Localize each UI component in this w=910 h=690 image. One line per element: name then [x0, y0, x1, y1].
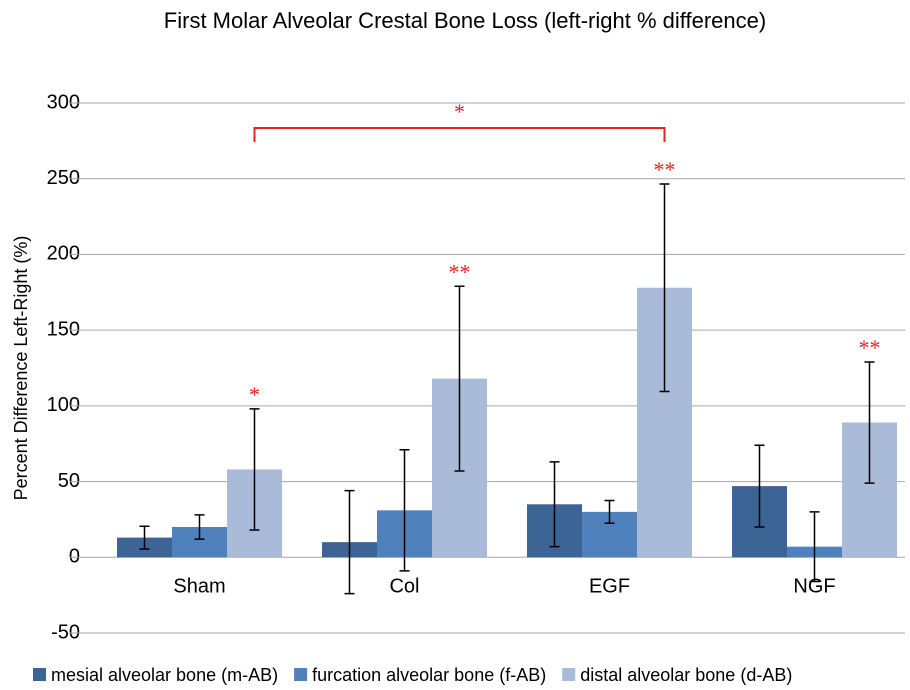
error-bar	[139, 525, 150, 550]
error-bar	[659, 183, 670, 393]
significance-label: *	[249, 382, 260, 407]
error-bar	[194, 514, 205, 540]
legend-swatch	[294, 668, 308, 681]
y-tick-label: 100	[47, 394, 80, 416]
y-tick-label: -50	[51, 621, 80, 643]
legend-label: furcation alveolar bone (f-AB)	[312, 665, 546, 685]
y-tick-label: 0	[69, 546, 80, 568]
x-tick-label: Col	[389, 575, 419, 597]
legend-swatch	[562, 668, 576, 681]
chart-title: First Molar Alveolar Crestal Bone Loss (…	[164, 8, 766, 33]
y-tick-label: 200	[47, 243, 80, 265]
error-bar	[549, 461, 560, 548]
error-bar	[454, 285, 465, 472]
x-tick-label: EGF	[589, 575, 630, 597]
significance-label: **	[449, 259, 471, 284]
y-tick-label: 250	[47, 167, 80, 189]
error-bar	[809, 511, 820, 583]
error-bar	[249, 408, 260, 531]
y-tick-label: 150	[47, 318, 80, 340]
x-tick-label: Sham	[173, 575, 225, 597]
x-tick-label: NGF	[793, 575, 835, 597]
legend-label: mesial alveolar bone (m-AB)	[51, 665, 278, 685]
y-tick-label: 300	[47, 91, 80, 113]
legend-swatch	[33, 668, 46, 681]
y-axis-label: Percent Difference Left-Right (%)	[11, 236, 31, 501]
significance-label: **	[654, 157, 676, 182]
error-bar	[344, 489, 355, 595]
significance-label: **	[859, 335, 881, 360]
error-bar	[754, 444, 765, 528]
significance-bracket	[253, 127, 666, 142]
error-bar	[864, 361, 875, 484]
error-bar	[604, 499, 615, 524]
error-bar	[399, 449, 410, 572]
bracket-label: *	[454, 99, 465, 124]
legend-label: distal alveolar bone (d-AB)	[580, 665, 792, 685]
y-tick-label: 50	[58, 470, 80, 492]
